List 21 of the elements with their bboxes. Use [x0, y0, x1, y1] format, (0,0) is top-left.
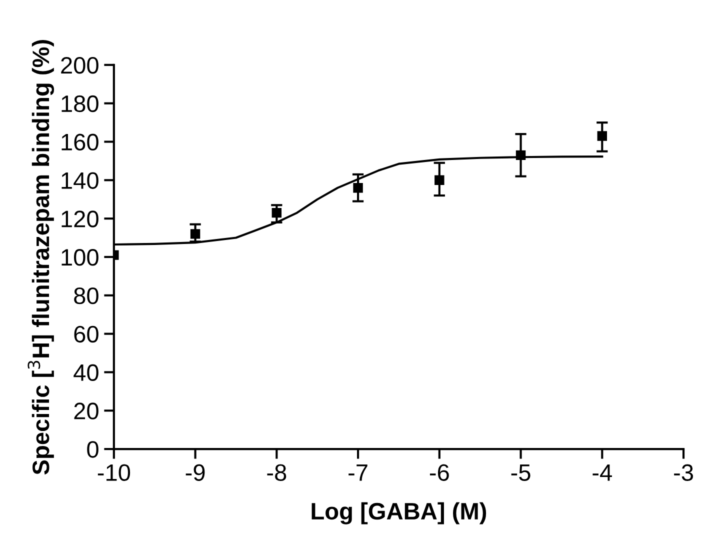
y-axis-title: Specific [$^{3}$H] flunitrazepam binding (%) — [28, 40, 54, 475]
y-tick-label: 60 — [74, 326, 98, 343]
y-tick-label: 100 — [62, 249, 98, 266]
y-tick-label: 80 — [74, 287, 98, 304]
x-tick-label: -5 — [511, 464, 530, 481]
y-tick-label: 140 — [62, 172, 98, 189]
y-tick-label: 180 — [62, 95, 98, 112]
x-tick-label: -8 — [267, 464, 286, 481]
x-tick-label: -9 — [186, 464, 205, 481]
x-axis-title: Log [GABA] (M) — [312, 502, 486, 524]
x-tick-label: -4 — [592, 464, 612, 481]
x-tick-label: -3 — [674, 464, 693, 481]
y-tick-label: 200 — [61, 56, 98, 74]
y-tick-label: 40 — [74, 364, 98, 381]
x-tick-label: -7 — [348, 464, 368, 481]
x-tick-label: -6 — [430, 464, 449, 481]
y-tick-label: 120 — [62, 210, 98, 228]
y-tick-label: 160 — [62, 134, 98, 151]
y-tick-label: 20 — [74, 402, 98, 420]
x-tick-label: -10 — [98, 464, 130, 481]
y-tick-label: 0 — [87, 441, 98, 458]
